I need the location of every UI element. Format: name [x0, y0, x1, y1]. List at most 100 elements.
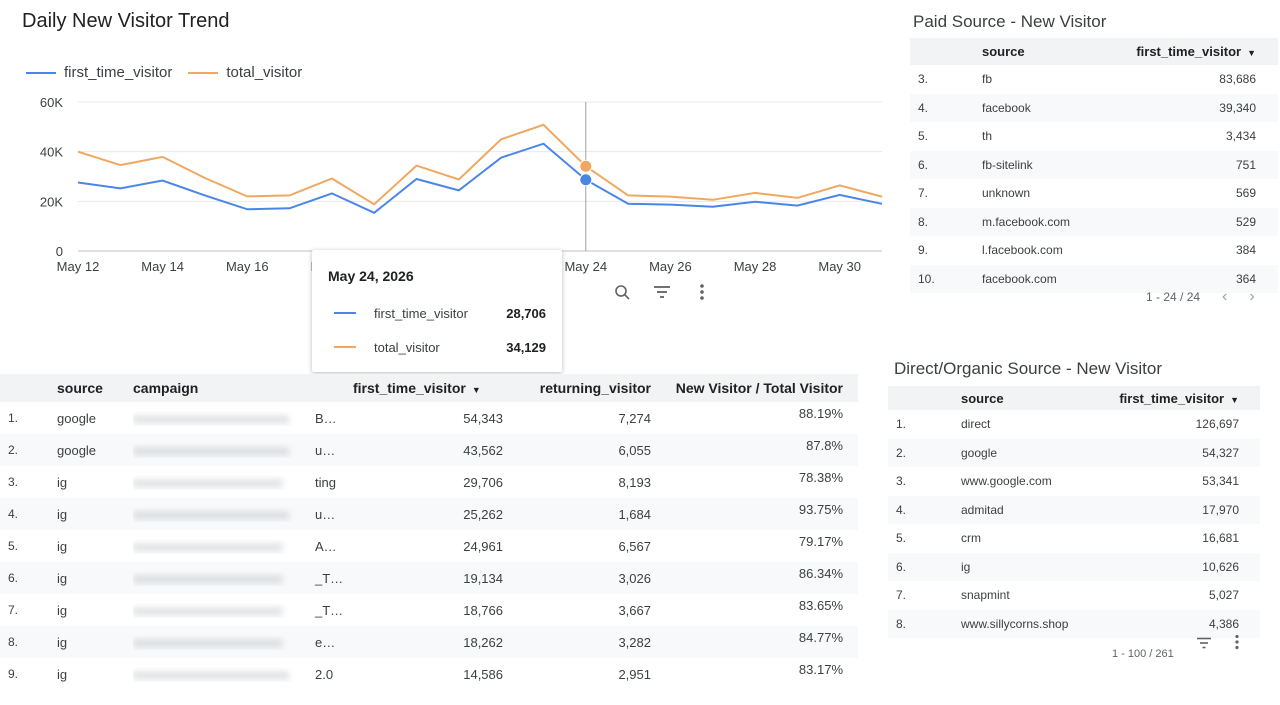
row-source: www.google.com: [961, 474, 1052, 489]
row-returning-visitor: 6,567: [618, 538, 651, 554]
table-row[interactable]: 5. ig xxxxxxxxxxxxxxxxxxxxxxx A… 24,961 6,567…: [0, 530, 858, 562]
table-row[interactable]: 7. snapmint 5,027: [888, 581, 1260, 610]
table-row[interactable]: 4. ig xxxxxxxxxxxxxxxxxxxxxxxx u… 25,262 1,68…: [0, 498, 858, 530]
row-source: ig: [57, 602, 68, 618]
row-index: 9.: [8, 667, 19, 681]
row-source: ig: [57, 666, 68, 682]
row-first-time-visitor: 25,262: [463, 506, 503, 522]
header-returning-visitor[interactable]: returning_visitor: [539, 380, 651, 396]
table-row[interactable]: 3. fb 83,686: [910, 65, 1278, 94]
table-row[interactable]: 6. ig 10,626: [888, 552, 1260, 581]
header-new-visitor-ratio[interactable]: New Visitor / Total Visitor: [675, 380, 843, 396]
direct-table-title: Direct/Organic Source - New Visitor: [894, 359, 1162, 378]
campaign-name-tail: u…: [315, 442, 336, 458]
row-first-time-visitor: 384: [1235, 243, 1256, 258]
campaign-name-redacted: xxxxxxxxxxxxxxxxxxxxxxxx: [133, 506, 289, 522]
header-source[interactable]: source: [961, 390, 1004, 406]
row-returning-visitor: 1,684: [618, 506, 651, 522]
chart-title: Daily New Visitor Trend: [22, 10, 230, 32]
table-row[interactable]: 1. google xxxxxxxxxxxxxxxxxxxxxxxx B… 54,343…: [0, 402, 858, 434]
header-first-time-visitor[interactable]: first_time_visitor ▼: [1122, 44, 1256, 59]
row-first-time-visitor: 18,262: [463, 634, 503, 650]
more-vert-icon[interactable]: [1234, 634, 1240, 655]
table-row[interactable]: 5. crm 16,681: [888, 524, 1260, 553]
row-source: ig: [57, 634, 68, 650]
row-index: 3.: [918, 72, 929, 87]
header-first-time-visitor-label: first_time_visitor: [353, 380, 466, 396]
legend-item-total-visitor[interactable]: total_visitor: [188, 64, 302, 81]
table-row[interactable]: 6. ig xxxxxxxxxxxxxxxxxxxxxxx _T… 19,134 3,02…: [0, 562, 858, 594]
row-first-time-visitor: 54,343: [463, 410, 503, 426]
row-first-time-visitor: 569: [1235, 186, 1256, 201]
table-row[interactable]: 4. facebook 39,340: [910, 93, 1278, 122]
row-index: 6.: [896, 559, 907, 574]
row-first-time-visitor: 29,706: [463, 474, 503, 490]
row-source: fb-sitelink: [982, 157, 1033, 172]
y-tick-label: 20K: [40, 194, 63, 209]
paid-table-header: source first_time_visitor ▼: [910, 38, 1278, 65]
campaign-table-header: source campaign first_time_visitor ▼ retu…: [0, 374, 858, 402]
legend-swatch-first-time-visitor: [26, 71, 56, 74]
table-row[interactable]: 1. direct 126,697: [888, 410, 1260, 439]
table-row[interactable]: 2. google xxxxxxxxxxxxxxxxxxxxxxxx u… 43,562…: [0, 434, 858, 466]
row-source: fb: [982, 72, 993, 87]
table-row[interactable]: 7. unknown 569: [910, 179, 1278, 208]
table-row[interactable]: 8. ig xxxxxxxxxxxxxxxxxxxxxxx e… 18,262 3,282…: [0, 626, 858, 658]
header-first-time-visitor[interactable]: first_time_visitor ▼: [353, 380, 503, 396]
filter-icon[interactable]: [652, 282, 672, 302]
row-index: 7.: [918, 186, 929, 201]
paid-table-pager: 1 - 24 / 24 ‹ ›: [1146, 288, 1255, 306]
more-vert-icon[interactable]: [692, 282, 712, 302]
table-row[interactable]: 3. www.google.com 53,341: [888, 467, 1260, 496]
campaign-name-redacted: xxxxxxxxxxxxxxxxxxxxxxxx: [133, 666, 289, 682]
table-row[interactable]: 3. ig xxxxxxxxxxxxxxxxxxxxxxx ting 29,706 8,1…: [0, 466, 858, 498]
row-index: 8.: [896, 616, 907, 631]
table-row[interactable]: 8. m.facebook.com 529: [910, 207, 1278, 236]
series-line-total-visitor: [77, 123, 883, 206]
row-source: snapmint: [961, 588, 1010, 603]
table-row[interactable]: 8. www.sillycorns.shop 4,386: [888, 609, 1260, 638]
table-row[interactable]: 9. l.facebook.com 384: [910, 236, 1278, 265]
row-first-time-visitor: 3,434: [1225, 129, 1256, 144]
legend-item-first-time-visitor[interactable]: first_time_visitor: [26, 64, 172, 81]
campaign-name-tail: 2.0: [315, 666, 334, 682]
campaign-name-redacted: xxxxxxxxxxxxxxxxxxxxxxx: [133, 570, 283, 586]
row-first-time-visitor: 19,134: [463, 570, 503, 586]
table-row[interactable]: 7. ig xxxxxxxxxxxxxxxxxxxxxxx _T… 18,766 3,66…: [0, 594, 858, 626]
row-source: unknown: [982, 186, 1031, 201]
row-first-time-visitor: 53,341: [1202, 474, 1239, 489]
table-row[interactable]: 2. google 54,327: [888, 438, 1260, 467]
tooltip-series-name: first_time_visitor: [374, 305, 468, 321]
campaign-table: source campaign first_time_visitor ▼ retu…: [0, 374, 858, 690]
campaign-name-redacted: xxxxxxxxxxxxxxxxxxxxxxxx: [133, 410, 289, 426]
header-source[interactable]: source: [982, 44, 1025, 59]
y-tick-label: 40K: [40, 145, 63, 160]
campaign-name-tail: B…: [315, 410, 337, 426]
campaign-name-tail: e…: [315, 634, 336, 650]
y-tick-label: 0: [56, 244, 63, 259]
row-source: admitad: [961, 502, 1004, 517]
row-source: facebook: [982, 100, 1031, 115]
row-index: 3.: [8, 475, 19, 489]
header-source[interactable]: source: [57, 380, 103, 396]
filter-icon[interactable]: [1196, 636, 1212, 654]
direct-source-table: source first_time_visitor ▼ 1. direct 126,6…: [888, 386, 1260, 638]
table-row[interactable]: 9. ig xxxxxxxxxxxxxxxxxxxxxxxx 2.0 14,586 2,9…: [0, 658, 858, 690]
sort-desc-icon: ▼: [1230, 394, 1239, 405]
table-row[interactable]: 10. facebook.com 364: [910, 264, 1278, 293]
row-new-visitor-ratio: 78.38%: [798, 470, 843, 485]
zoom-icon[interactable]: [612, 282, 632, 302]
tooltip-row-total-visitor: total_visitor 34,129: [328, 330, 546, 364]
campaign-name-tail: ting: [315, 474, 336, 490]
row-first-time-visitor: 43,562: [463, 442, 503, 458]
row-campaign: xxxxxxxxxxxxxxxxxxxxxxxx u…: [133, 507, 353, 522]
header-campaign[interactable]: campaign: [133, 380, 199, 396]
table-row[interactable]: 4. admitad 17,970: [888, 495, 1260, 524]
table-row[interactable]: 5. th 3,434: [910, 122, 1278, 151]
campaign-name-tail: _T…: [315, 570, 344, 586]
table-row[interactable]: 6. fb-sitelink 751: [910, 150, 1278, 179]
row-source: ig: [57, 474, 68, 490]
chevron-left-icon[interactable]: ‹: [1222, 288, 1228, 305]
header-first-time-visitor[interactable]: first_time_visitor ▼: [1101, 391, 1239, 406]
chevron-right-icon[interactable]: ›: [1249, 288, 1255, 305]
